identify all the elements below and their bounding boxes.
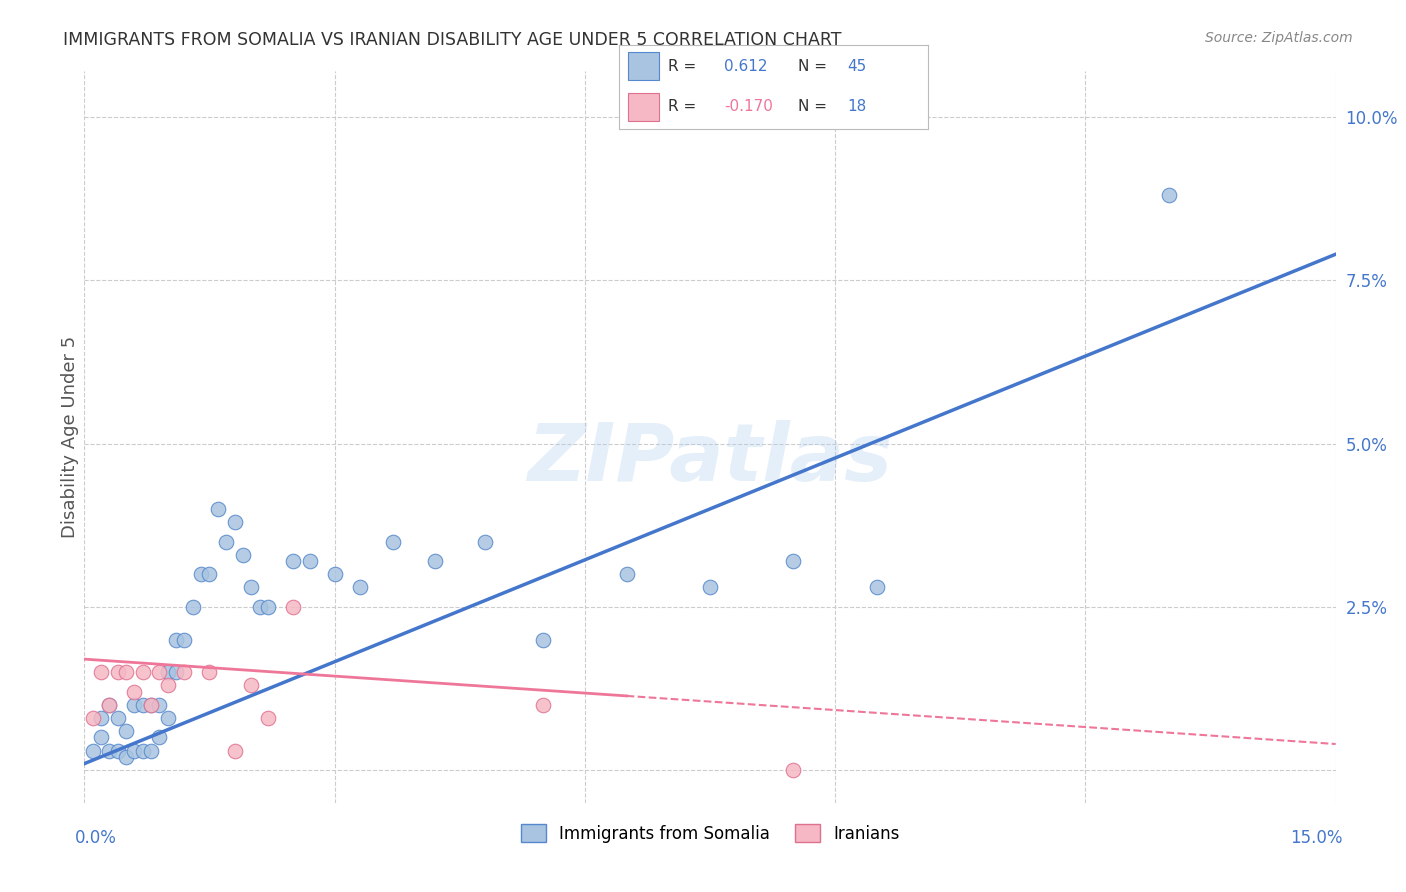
Point bbox=[132, 698, 155, 712]
Point bbox=[173, 665, 195, 680]
Text: 0.612: 0.612 bbox=[724, 59, 768, 74]
Point bbox=[699, 580, 721, 594]
Point bbox=[156, 678, 179, 692]
Point bbox=[148, 731, 170, 745]
Text: 18: 18 bbox=[848, 99, 866, 114]
Text: Source: ZipAtlas.com: Source: ZipAtlas.com bbox=[1205, 31, 1353, 45]
Point bbox=[190, 567, 212, 582]
Text: R =: R = bbox=[668, 59, 702, 74]
Text: 15.0%: 15.0% bbox=[1289, 829, 1343, 847]
Point bbox=[531, 698, 554, 712]
Point bbox=[132, 743, 155, 757]
Text: N =: N = bbox=[799, 59, 832, 74]
Point bbox=[616, 567, 638, 582]
Point bbox=[173, 632, 195, 647]
Point bbox=[232, 548, 254, 562]
Text: ZIPatlas: ZIPatlas bbox=[527, 420, 893, 498]
Point bbox=[349, 580, 371, 594]
Point bbox=[531, 632, 554, 647]
Point bbox=[98, 743, 121, 757]
Point bbox=[156, 665, 179, 680]
Point bbox=[215, 534, 238, 549]
Point bbox=[124, 698, 146, 712]
Bar bbox=[628, 93, 659, 120]
Point bbox=[866, 580, 889, 594]
Point bbox=[323, 567, 346, 582]
Point bbox=[115, 750, 138, 764]
Text: 45: 45 bbox=[848, 59, 866, 74]
Point bbox=[90, 665, 112, 680]
Point bbox=[298, 554, 321, 568]
Point bbox=[165, 632, 187, 647]
Point bbox=[124, 685, 146, 699]
Point bbox=[82, 711, 104, 725]
Point bbox=[257, 711, 280, 725]
Point bbox=[90, 731, 112, 745]
Point bbox=[1157, 188, 1180, 202]
Point bbox=[207, 502, 229, 516]
Point bbox=[281, 554, 304, 568]
Point bbox=[90, 711, 112, 725]
Bar bbox=[628, 53, 659, 80]
Point bbox=[148, 698, 170, 712]
Point bbox=[198, 665, 221, 680]
Point bbox=[139, 698, 162, 712]
Point bbox=[98, 698, 121, 712]
Point bbox=[156, 711, 179, 725]
Point bbox=[474, 534, 496, 549]
Point bbox=[115, 665, 138, 680]
Point bbox=[139, 698, 162, 712]
Point bbox=[148, 665, 170, 680]
Point bbox=[115, 723, 138, 738]
Point bbox=[423, 554, 446, 568]
Point bbox=[107, 665, 129, 680]
Text: IMMIGRANTS FROM SOMALIA VS IRANIAN DISABILITY AGE UNDER 5 CORRELATION CHART: IMMIGRANTS FROM SOMALIA VS IRANIAN DISAB… bbox=[63, 31, 842, 49]
Point bbox=[165, 665, 187, 680]
Point bbox=[107, 711, 129, 725]
Point bbox=[198, 567, 221, 582]
Point bbox=[257, 599, 280, 614]
Text: 0.0%: 0.0% bbox=[75, 829, 117, 847]
Point bbox=[782, 763, 804, 777]
Point bbox=[240, 580, 263, 594]
Point bbox=[181, 599, 204, 614]
Point bbox=[124, 743, 146, 757]
Point bbox=[98, 698, 121, 712]
Legend: Immigrants from Somalia, Iranians: Immigrants from Somalia, Iranians bbox=[515, 818, 905, 849]
Point bbox=[382, 534, 405, 549]
Point bbox=[249, 599, 271, 614]
Point bbox=[240, 678, 263, 692]
Text: N =: N = bbox=[799, 99, 832, 114]
Text: R =: R = bbox=[668, 99, 702, 114]
Point bbox=[281, 599, 304, 614]
Point bbox=[82, 743, 104, 757]
Text: -0.170: -0.170 bbox=[724, 99, 773, 114]
Point bbox=[132, 665, 155, 680]
Point bbox=[224, 515, 246, 529]
Point bbox=[782, 554, 804, 568]
Point bbox=[107, 743, 129, 757]
Point bbox=[139, 743, 162, 757]
Y-axis label: Disability Age Under 5: Disability Age Under 5 bbox=[62, 336, 80, 538]
Point bbox=[224, 743, 246, 757]
